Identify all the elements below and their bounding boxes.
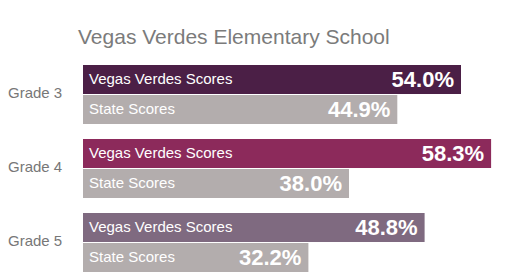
series-name: State Scores [89, 248, 175, 265]
bar [83, 139, 491, 168]
title: Vegas Verdes Elementary School [78, 25, 390, 48]
series-name: State Scores [89, 100, 175, 117]
data-label: 54.0% [392, 67, 454, 92]
category-label: Grade 3 [8, 84, 62, 101]
data-label: 58.3% [422, 141, 484, 166]
bar [83, 65, 461, 94]
series-name: Vegas Verdes Scores [89, 70, 232, 87]
bar [83, 243, 308, 272]
data-label: 48.8% [355, 215, 417, 240]
category-label: Grade 4 [8, 158, 62, 175]
series-name: State Scores [89, 174, 175, 191]
series-name: Vegas Verdes Scores [89, 144, 232, 161]
bar [83, 95, 397, 124]
data-label: 32.2% [239, 245, 301, 270]
chart: Vegas Verdes Elementary School Grade 3 Veg… [0, 0, 513, 280]
bars [83, 65, 491, 272]
series-name: Vegas Verdes Scores [89, 218, 232, 235]
bar [83, 213, 425, 242]
data-label: 38.0% [280, 171, 342, 196]
bar [83, 169, 349, 198]
data-label: 44.9% [328, 97, 390, 122]
labels: Grade 3 Vegas Verdes Scores 54.0% State Sco… [8, 67, 484, 270]
category-label: Grade 5 [8, 232, 62, 249]
